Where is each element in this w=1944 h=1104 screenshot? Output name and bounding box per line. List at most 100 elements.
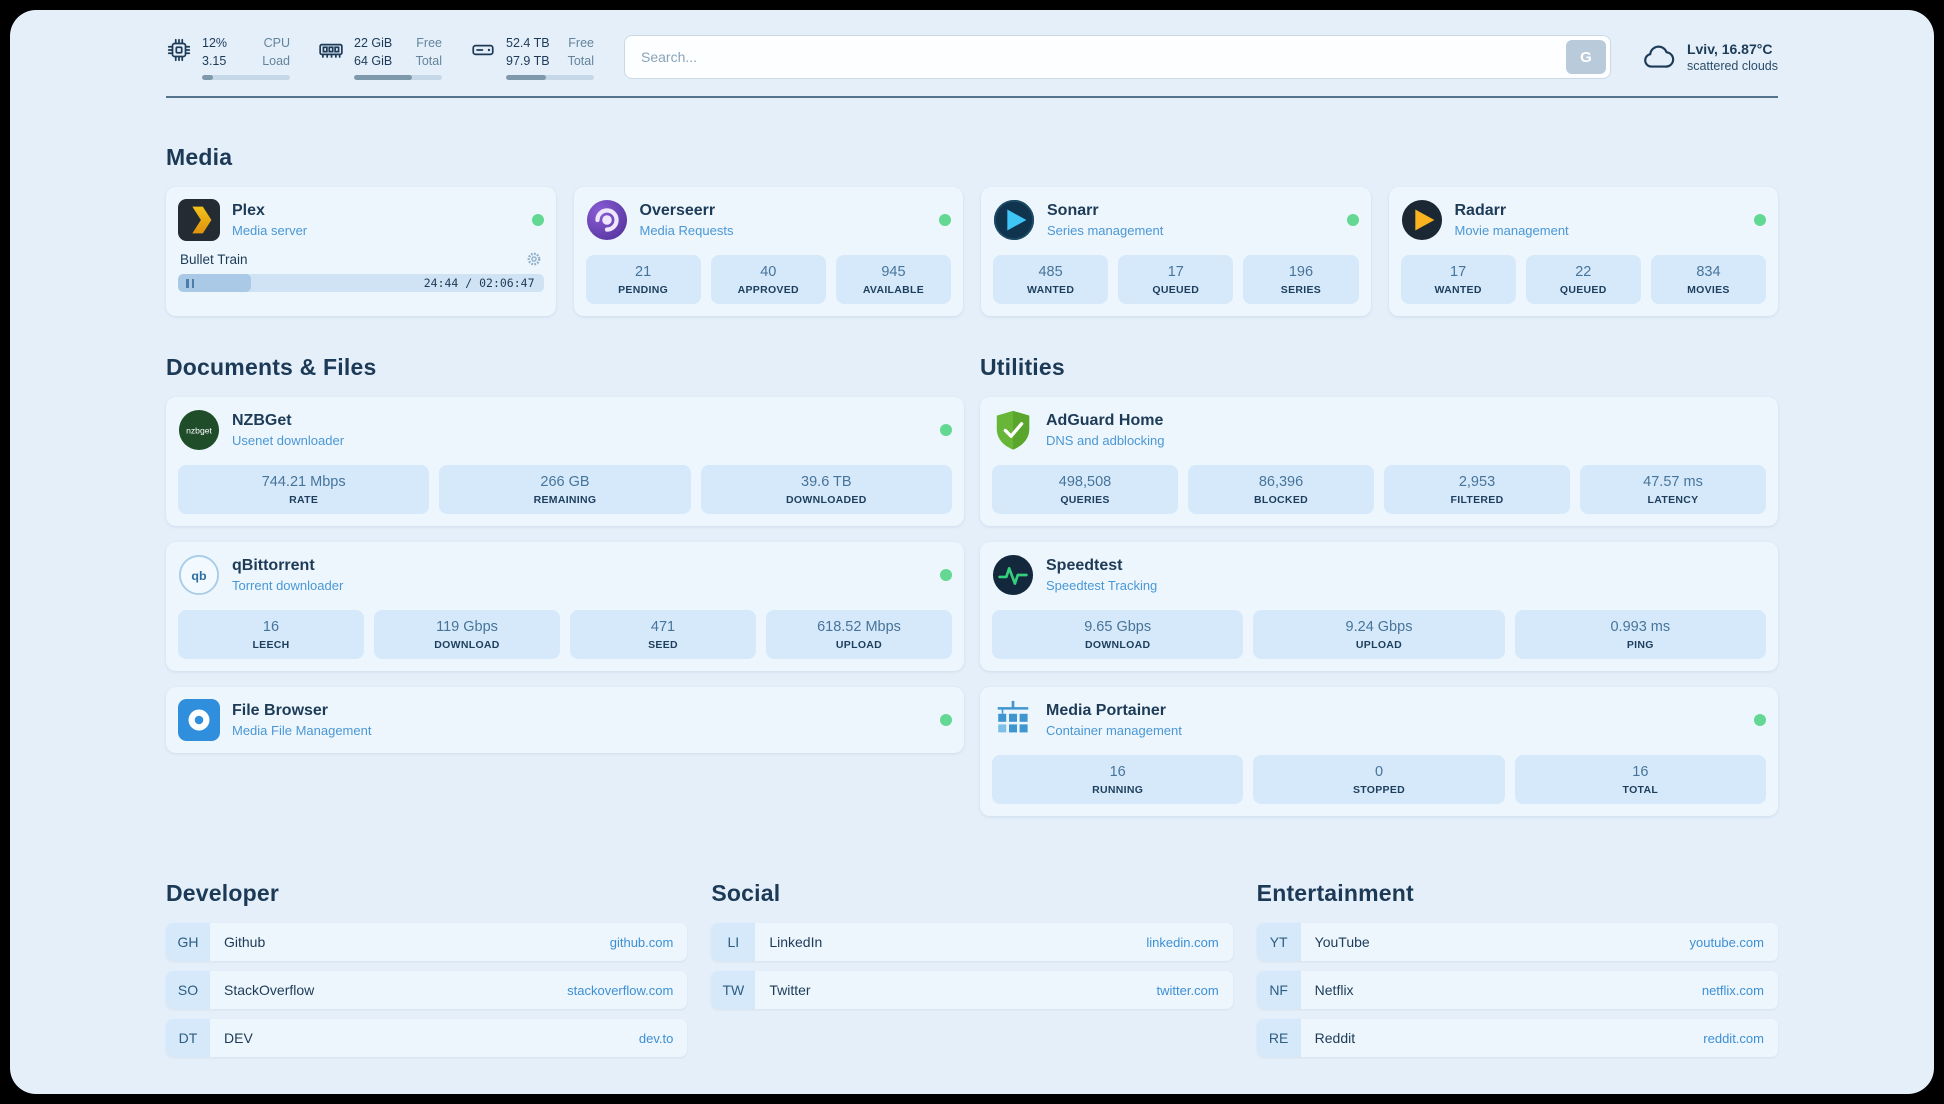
stat-approved: 40 APPROVED xyxy=(710,255,826,305)
service-name: AdGuard Home xyxy=(1046,412,1164,430)
bookmark-linkedin[interactable]: LI LinkedIn linkedin.com xyxy=(711,923,1233,962)
adguard-icon xyxy=(992,409,1034,451)
disk-labels: Free Total xyxy=(567,36,594,69)
status-dot xyxy=(940,714,952,727)
status-dot xyxy=(940,424,952,437)
bookmark-group-developer: Developer GH Github github.com SO StackO… xyxy=(166,880,688,1067)
status-dot xyxy=(1754,214,1766,227)
entertainment-section-title: Entertainment xyxy=(1256,880,1414,907)
status-dot xyxy=(939,214,951,227)
social-section-title: Social xyxy=(711,880,781,907)
memory-values: 22 GiB 64 GiB xyxy=(354,36,393,69)
search-input[interactable] xyxy=(624,35,1611,80)
stat-queued: 22 QUEUED xyxy=(1525,255,1641,305)
stat-download: 119 Gbps DOWNLOAD xyxy=(374,610,560,660)
service-subtitle: Movie management xyxy=(1454,223,1569,239)
bookmark-group-social: Social LI LinkedIn linkedin.com TW Twitt… xyxy=(711,880,1233,1067)
stat-series: 196 SERIES xyxy=(1243,255,1359,305)
service-subtitle: Usenet downloader xyxy=(232,433,345,449)
service-card-qbittorrent[interactable]: qb qBittorrent Torrent downloader 16 LEE… xyxy=(166,542,964,672)
memory-widget: 22 GiB 64 GiB Free Total xyxy=(318,34,442,81)
service-card-adguard[interactable]: AdGuard Home DNS and adblocking 498,508 … xyxy=(980,397,1778,527)
bookmark-abbr: NF xyxy=(1256,971,1301,1010)
service-name: Plex xyxy=(232,202,265,220)
service-card-overseerr[interactable]: Overseerr Media Requests 21 PENDING 40 A… xyxy=(573,187,963,317)
developer-section-title: Developer xyxy=(166,880,280,907)
service-name: NZBGet xyxy=(232,412,292,430)
bookmark-name: YouTube xyxy=(1314,934,1370,951)
cpu-widget: 12% 3.15 CPU Load xyxy=(166,34,290,81)
bookmark-name: StackOverflow xyxy=(224,982,315,999)
bookmark-domain: dev.to xyxy=(638,1030,674,1046)
radarr-icon xyxy=(1401,199,1443,241)
service-name: Media Portainer xyxy=(1046,702,1167,720)
cpu-values: 12% 3.15 xyxy=(202,36,228,69)
service-card-radarr[interactable]: Radarr Movie management 17 WANTED 22 QUE… xyxy=(1388,187,1778,317)
bookmark-netflix[interactable]: NF Netflix netflix.com xyxy=(1256,971,1778,1010)
bookmark-abbr: YT xyxy=(1256,923,1301,962)
stat-rate: 744.21 Mbps RATE xyxy=(178,465,430,515)
bookmark-domain: reddit.com xyxy=(1703,1030,1764,1046)
section-media: Media xyxy=(166,144,1778,317)
stat-leech: 16 LEECH xyxy=(178,610,364,660)
playback-progress-bar[interactable]: 24:44 / 02:06:47 xyxy=(178,274,544,293)
bookmark-abbr: RE xyxy=(1256,1019,1301,1058)
stat-remaining: 266 GB REMAINING xyxy=(439,465,691,515)
service-card-plex[interactable]: Plex Media server Bullet Train xyxy=(166,187,556,317)
media-grid: Plex Media server Bullet Train xyxy=(166,187,1778,317)
service-card-speedtest[interactable]: Speedtest Speedtest Tracking 9.65 Gbps D… xyxy=(980,542,1778,672)
dashboard-page: 12% 3.15 CPU Load xyxy=(10,10,1934,1094)
sonarr-icon xyxy=(993,199,1035,241)
bookmark-github[interactable]: GH Github github.com xyxy=(166,923,688,962)
stat-filtered: 2,953 FILTERED xyxy=(1384,465,1570,515)
utilities-section-title: Utilities xyxy=(980,354,1065,381)
settings-gear-icon[interactable] xyxy=(526,251,542,267)
pause-icon[interactable] xyxy=(186,278,189,288)
bookmark-name: Github xyxy=(224,934,266,951)
service-subtitle: Speedtest Tracking xyxy=(1046,578,1158,594)
weather-condition: scattered clouds xyxy=(1686,59,1778,74)
service-subtitle: Torrent downloader xyxy=(232,578,344,594)
disk-widget: 52.4 TB 97.9 TB Free Total xyxy=(470,34,594,81)
service-subtitle: Media File Management xyxy=(232,723,372,739)
plex-now-playing: Bullet Train xyxy=(178,249,544,293)
search-provider-button[interactable]: G xyxy=(1565,40,1606,75)
service-subtitle: Media Requests xyxy=(639,223,734,239)
bookmark-domain: linkedin.com xyxy=(1146,934,1219,950)
svg-text:qb: qb xyxy=(191,569,207,583)
bookmark-youtube[interactable]: YT YouTube youtube.com xyxy=(1256,923,1778,962)
weather-widget: Lviv, 16.87°C scattered clouds xyxy=(1641,41,1778,73)
cpu-labels: CPU Load xyxy=(262,36,290,69)
weather-location: Lviv, 16.87°C xyxy=(1686,41,1773,58)
stat-queued: 17 QUEUED xyxy=(1118,255,1234,305)
cpu-icon xyxy=(166,37,192,63)
service-subtitle: Series management xyxy=(1047,223,1164,239)
filebrowser-icon xyxy=(178,699,220,742)
bookmark-reddit[interactable]: RE Reddit reddit.com xyxy=(1256,1019,1778,1058)
service-card-filebrowser[interactable]: File Browser Media File Management xyxy=(166,687,964,754)
stat-running: 16 RUNNING xyxy=(992,755,1244,805)
service-card-nzbget[interactable]: nzbget NZBGet Usenet downloader 744.21 M… xyxy=(166,397,964,527)
status-dot xyxy=(940,569,952,582)
cpu-progress-bar xyxy=(202,75,290,81)
service-card-sonarr[interactable]: Sonarr Series management 485 WANTED 17 Q… xyxy=(981,187,1371,317)
stat-ping: 0.993 ms PING xyxy=(1514,610,1766,660)
service-name: Speedtest xyxy=(1046,557,1123,575)
bookmark-dev[interactable]: DT DEV dev.to xyxy=(166,1019,688,1058)
bookmark-abbr: LI xyxy=(711,923,756,962)
service-name: qBittorrent xyxy=(232,557,315,575)
service-card-portainer[interactable]: Media Portainer Container management 16 … xyxy=(980,687,1778,817)
status-dot xyxy=(1754,714,1766,727)
service-name: Radarr xyxy=(1454,202,1507,220)
stat-total: 16 TOTAL xyxy=(1514,755,1766,805)
bookmark-domain: twitter.com xyxy=(1156,982,1219,998)
stat-wanted: 485 WANTED xyxy=(993,255,1109,305)
bookmark-stackoverflow[interactable]: SO StackOverflow stackoverflow.com xyxy=(166,971,688,1010)
bookmark-twitter[interactable]: TW Twitter twitter.com xyxy=(711,971,1233,1010)
status-dot xyxy=(531,214,544,227)
svg-text:nzbget: nzbget xyxy=(186,426,212,436)
plex-icon xyxy=(178,199,220,242)
bookmark-name: LinkedIn xyxy=(769,934,823,951)
nzbget-icon: nzbget xyxy=(178,409,220,451)
section-documents: Documents & Files nzbget NZBGet Usenet d xyxy=(166,354,964,769)
